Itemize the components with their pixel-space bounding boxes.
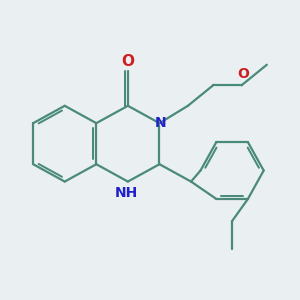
Text: O: O	[237, 68, 249, 82]
Text: O: O	[122, 54, 134, 69]
Text: N: N	[155, 116, 167, 130]
Text: NH: NH	[115, 186, 138, 200]
